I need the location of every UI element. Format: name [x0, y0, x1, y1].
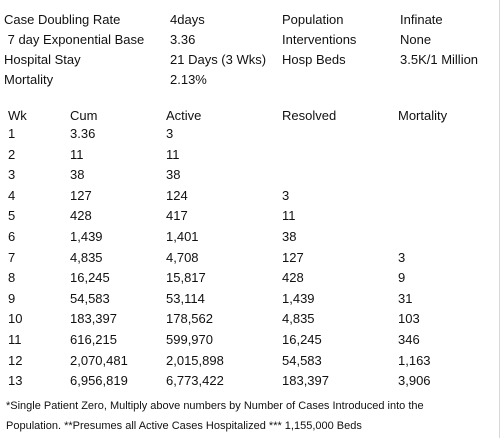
- table-cell: 4,708: [166, 249, 199, 265]
- table-cell: 616,215: [70, 332, 117, 347]
- setting-cell: Interventions: [282, 32, 357, 47]
- setting-cell: 2.13%: [170, 72, 207, 87]
- table-cell: 3: [398, 249, 406, 265]
- setting-cell: 3.5K/1 Million: [400, 52, 479, 67]
- table-cell: 428: [70, 208, 92, 224]
- table-cell: 183,397: [282, 373, 329, 389]
- table-cell: 1,401: [166, 229, 199, 244]
- table-cell: 16,245: [70, 270, 110, 286]
- setting-cell: Hospital Stay: [4, 52, 81, 67]
- setting-cell: Case Doubling Rate: [4, 12, 121, 27]
- table-cell: 2: [8, 146, 16, 162]
- table-header: Resolved: [282, 108, 337, 123]
- table-cell: 31: [398, 290, 413, 306]
- table-cell: 8: [8, 270, 16, 286]
- table-cell: 11: [8, 332, 22, 347]
- table-cell: 1,163: [398, 352, 431, 368]
- table-cell: 54,583: [70, 290, 110, 306]
- table-header: Cum: [70, 108, 98, 123]
- table-cell: 1: [8, 126, 16, 141]
- table-cell: 5: [8, 208, 16, 224]
- table-cell: 11: [70, 146, 84, 162]
- table-cell: 38: [166, 167, 181, 183]
- table-cell: 15,817: [166, 270, 206, 286]
- table-cell: 103: [398, 311, 420, 327]
- table-cell: 346: [398, 332, 420, 347]
- setting-cell: 4days: [170, 12, 205, 27]
- table-cell: 428: [282, 270, 304, 286]
- table-cell: 11: [166, 146, 180, 162]
- table-cell: 3.36: [70, 126, 96, 141]
- table-cell: 13: [8, 373, 23, 389]
- table-cell: 6,773,422: [166, 373, 224, 389]
- table-cell: 9: [8, 290, 16, 306]
- table-cell: 124: [166, 187, 188, 203]
- table-cell: 183,397: [70, 311, 117, 327]
- table-cell: 11: [282, 208, 296, 224]
- table-cell: 178,562: [166, 311, 213, 327]
- table-cell: 6: [8, 229, 16, 244]
- table-cell: 4,835: [282, 311, 315, 327]
- table-cell: 12: [8, 352, 23, 368]
- table-cell: 4: [8, 187, 16, 203]
- table-cell: 2,015,898: [166, 352, 224, 368]
- setting-cell: Hosp Beds: [282, 52, 346, 67]
- table-cell: 4,835: [70, 249, 103, 265]
- table-cell: 54,583: [282, 352, 322, 368]
- table-cell: 2,070,481: [70, 352, 128, 368]
- table-cell: 53,114: [166, 290, 205, 306]
- table-header: Mortality: [398, 108, 448, 123]
- footnote: Population. **Presumes all Active Cases …: [6, 420, 362, 432]
- table-cell: 7: [8, 249, 16, 265]
- table-cell: 1,439: [70, 229, 103, 244]
- table-cell: 6,956,819: [70, 373, 128, 389]
- table-cell: 3: [166, 126, 174, 141]
- table-cell: 16,245: [282, 332, 322, 347]
- table-cell: 417: [166, 208, 188, 224]
- setting-cell: 7 day Exponential Base: [4, 32, 145, 47]
- table-cell: 127: [70, 187, 92, 203]
- setting-cell: Population: [282, 12, 344, 27]
- table-header: Active: [166, 108, 202, 123]
- setting-cell: None: [400, 32, 432, 47]
- table-cell: 127: [282, 249, 304, 265]
- table-cell: 1,439: [282, 290, 315, 306]
- table-cell: 3,906: [398, 373, 431, 389]
- table-cell: 10: [8, 311, 23, 327]
- setting-cell: Infinate: [400, 12, 443, 27]
- setting-cell: 3.36: [170, 32, 196, 47]
- table-cell: 3: [282, 187, 290, 203]
- table-cell: 3: [8, 167, 16, 183]
- table-header: Wk: [8, 108, 27, 123]
- table-cell: 9: [398, 270, 406, 286]
- setting-cell: 21 Days (3 Wks): [170, 52, 267, 67]
- setting-cell: Mortality: [4, 72, 54, 87]
- footnote: *Single Patient Zero, Multiply above num…: [6, 400, 424, 412]
- table-cell: 38: [70, 167, 85, 183]
- table-cell: 599,970: [166, 332, 213, 347]
- table-cell: 38: [282, 229, 297, 244]
